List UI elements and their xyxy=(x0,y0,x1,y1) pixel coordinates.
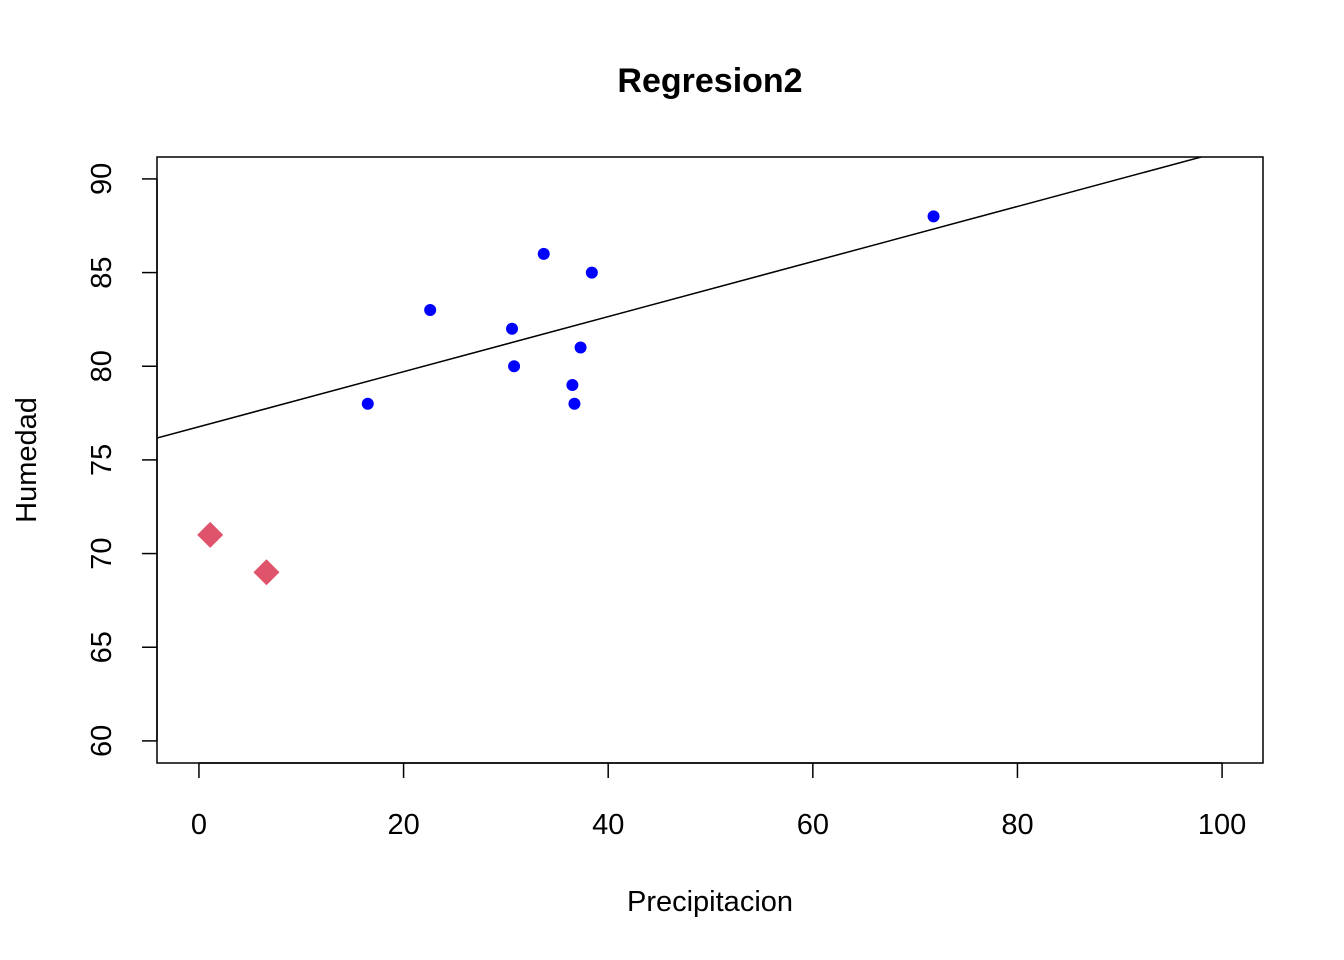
x-tick-label: 60 xyxy=(797,809,829,841)
y-tick-label: 70 xyxy=(86,537,118,569)
y-tick-label: 85 xyxy=(86,256,118,288)
y-axis: 60 65 70 75 80 85 90 xyxy=(86,163,158,757)
data-point-datos xyxy=(424,304,437,317)
data-point-datos xyxy=(585,266,598,279)
data-point-nuevos xyxy=(197,521,224,548)
y-axis-label: Humedad xyxy=(11,397,43,523)
x-tick-label: 80 xyxy=(1001,809,1033,841)
y-tick-label: 75 xyxy=(86,444,118,476)
data-point-nuevos xyxy=(253,559,280,586)
x-tick-label: 100 xyxy=(1198,809,1246,841)
data-point-datos xyxy=(574,341,587,354)
y-tick-label: 90 xyxy=(86,163,118,195)
x-tick-label: 20 xyxy=(387,809,419,841)
x-tick-label: 40 xyxy=(592,809,624,841)
chart-title: Regresion2 xyxy=(617,62,802,100)
x-axis: 0 20 40 60 80 100 xyxy=(191,762,1246,841)
x-tick-label: 0 xyxy=(191,809,207,841)
data-point-datos xyxy=(537,247,550,260)
data-point-datos xyxy=(361,397,374,410)
data-point-datos xyxy=(566,378,579,391)
regression-line xyxy=(157,157,1205,439)
data-point-datos xyxy=(506,322,519,335)
y-tick-label: 65 xyxy=(86,631,118,663)
data-point-datos xyxy=(508,360,521,373)
y-tick-label: 60 xyxy=(86,725,118,757)
data-point-datos xyxy=(568,397,581,410)
plot-frame xyxy=(156,156,1264,764)
x-axis-label: Precipitacion xyxy=(627,886,793,918)
y-tick-label: 80 xyxy=(86,350,118,382)
data-point-datos xyxy=(927,210,940,223)
